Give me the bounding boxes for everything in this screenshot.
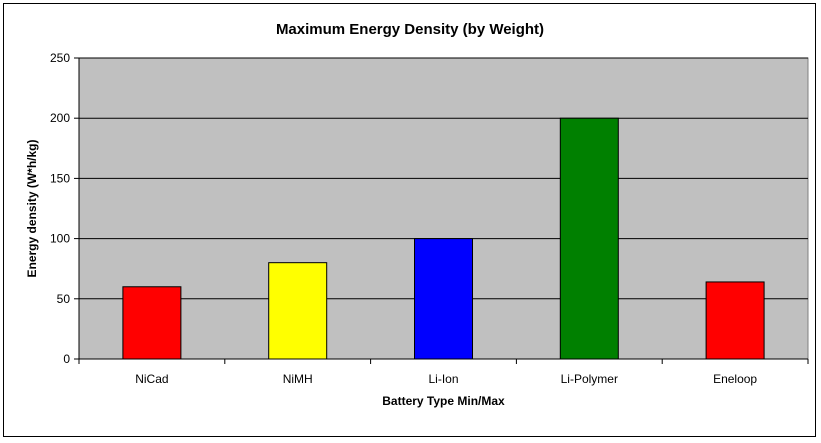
bar-li-polymer bbox=[559, 117, 619, 360]
bar-eneloop bbox=[705, 281, 765, 360]
axes bbox=[74, 57, 809, 364]
bar-li-ion bbox=[414, 238, 473, 360]
y-tick-label: 200 bbox=[50, 111, 70, 125]
x-tick-label: Li-Polymer bbox=[561, 372, 618, 386]
y-tick-label: 250 bbox=[50, 51, 70, 65]
x-tick-label: NiCad bbox=[135, 372, 168, 386]
chart-title: Maximum Energy Density (by Weight) bbox=[276, 21, 544, 38]
x-tick-label: NiMH bbox=[283, 372, 313, 386]
y-tick-label: 100 bbox=[50, 232, 70, 246]
x-tick-label: Eneloop bbox=[713, 372, 757, 386]
x-tick-label: Li-Ion bbox=[428, 372, 458, 386]
y-tick-label: 150 bbox=[50, 171, 70, 185]
y-tick-label: 50 bbox=[57, 292, 71, 306]
x-axis-title: Battery Type Min/Max bbox=[382, 394, 505, 408]
bar-nicad bbox=[122, 286, 182, 360]
y-tick-label: 0 bbox=[63, 352, 70, 366]
y-axis-title: Energy density (W*h/kg) bbox=[25, 139, 39, 277]
bars bbox=[122, 117, 765, 360]
tick-labels: 0 50 100 150 200 250 NiCad NiMH Li-Ion Li-Polymer… bbox=[50, 51, 757, 386]
bar-nimh bbox=[268, 262, 328, 360]
